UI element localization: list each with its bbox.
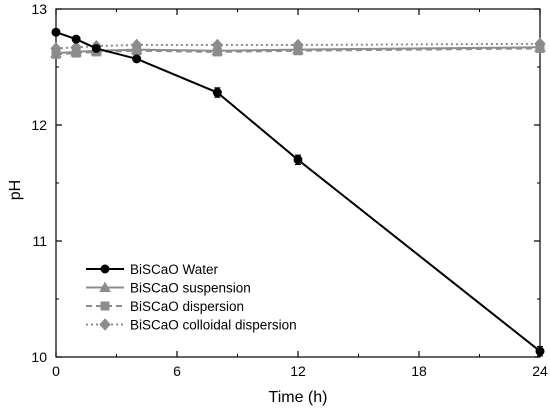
legend-label: BiSCaO suspension xyxy=(130,281,251,296)
legend-item: BiSCaO Water xyxy=(86,262,219,277)
legend-label: BiSCaO dispersion xyxy=(130,299,244,314)
x-tick-label: 0 xyxy=(52,363,60,379)
x-axis: 0 6 12 18 24 xyxy=(52,9,548,379)
legend-swatch-marker xyxy=(99,281,111,292)
y-tick-label: 10 xyxy=(31,349,47,365)
data-point xyxy=(212,88,222,98)
data-point xyxy=(91,43,101,53)
data-point xyxy=(534,41,546,52)
plot-border xyxy=(55,8,541,358)
data-point xyxy=(71,34,81,44)
x-tick-label: 12 xyxy=(290,363,306,379)
y-tick-label: 12 xyxy=(31,117,47,133)
legend-swatch-marker xyxy=(100,264,110,274)
legend-item: BiSCaO colloidal dispersion xyxy=(86,318,297,333)
data-point xyxy=(51,27,61,37)
x-tick-label: 6 xyxy=(173,363,181,379)
series-line xyxy=(55,31,541,352)
y-tick-label: 13 xyxy=(31,1,47,17)
data-point xyxy=(211,44,224,56)
legend-label: BiSCaO Water xyxy=(130,262,219,277)
legend-item: BiSCaO suspension xyxy=(86,281,251,296)
data-point xyxy=(130,43,143,55)
data-point xyxy=(50,47,62,58)
y-axis: 10 11 12 13 xyxy=(31,1,540,365)
legend-label: BiSCaO colloidal dispersion xyxy=(130,318,297,333)
series-0 xyxy=(51,27,545,357)
data-point xyxy=(132,54,142,64)
legend-item: BiSCaO dispersion xyxy=(86,299,244,314)
plot-frame xyxy=(55,8,541,358)
legend-swatch-marker xyxy=(100,301,110,311)
series-layer xyxy=(50,27,546,357)
data-point xyxy=(70,45,83,57)
y-tick-label: 11 xyxy=(32,233,47,249)
data-point xyxy=(292,43,304,55)
x-tick-label: 18 xyxy=(411,363,427,379)
y-axis-label: pH xyxy=(7,180,24,200)
legend-swatch-marker xyxy=(99,318,111,331)
legend: BiSCaO Water BiSCaO suspension BiSCaO disp… xyxy=(86,262,297,333)
data-point xyxy=(535,346,545,356)
x-tick-label: 24 xyxy=(532,363,548,379)
data-point xyxy=(293,155,303,165)
x-axis-label: Time (h) xyxy=(269,389,328,406)
